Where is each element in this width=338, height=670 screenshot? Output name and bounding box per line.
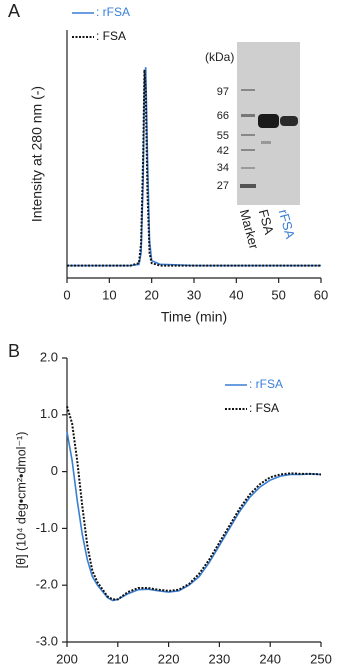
band (241, 149, 255, 151)
y-tick-label: 0 (51, 463, 58, 478)
y-tick-label: 1.0 (40, 406, 58, 421)
x-tick-label: 50 (271, 287, 285, 302)
lane-label: FSA (256, 208, 277, 237)
y-tick-label: -2.0 (36, 577, 58, 592)
y-axis-label: Intensity at 280 nm (-) (29, 86, 45, 222)
legend-label: : FSA (96, 29, 126, 43)
band (241, 89, 255, 91)
legend-label: : FSA (249, 401, 279, 415)
x-axis-label: Time (min) (161, 309, 227, 325)
series-line (66, 431, 322, 602)
marker-label: 27 (217, 180, 229, 192)
x-tick-label: 230 (209, 651, 231, 666)
series-line (67, 67, 321, 267)
series-line (67, 69, 321, 267)
x-tick-label: 210 (107, 651, 129, 666)
x-tick-label: 40 (229, 287, 243, 302)
lane-label: rFSA (276, 208, 298, 241)
x-tick-label: 250 (310, 651, 332, 666)
x-tick-label: 200 (56, 651, 78, 666)
series-line (66, 405, 322, 601)
gel-inset: (kDa) (205, 42, 300, 205)
band (280, 116, 298, 126)
marker-label: 97 (217, 86, 229, 98)
panel-label: A (8, 1, 20, 21)
marker-label: 42 (217, 145, 229, 157)
y-tick-label: -3.0 (36, 633, 58, 648)
y-tick-label: 2.0 (40, 349, 58, 364)
band (241, 167, 255, 169)
marker-label: 66 (217, 110, 229, 122)
unit-label: (kDa) (205, 50, 234, 64)
marker-label: 34 (217, 162, 229, 174)
y-tick-label: -1.0 (36, 520, 58, 535)
marker-label: 55 (217, 130, 229, 142)
x-tick-label: 20 (144, 287, 158, 302)
band (241, 114, 255, 117)
x-tick-label: 220 (158, 651, 180, 666)
legend-label: : rFSA (249, 377, 283, 391)
x-tick-label: 240 (259, 651, 281, 666)
legend-label: : rFSA (96, 5, 130, 19)
band (258, 114, 279, 128)
panel-label: B (8, 341, 20, 361)
x-tick-label: 0 (63, 287, 70, 302)
band (261, 141, 271, 144)
band (241, 134, 255, 136)
band (240, 184, 256, 188)
x-tick-label: 60 (314, 287, 328, 302)
x-tick-label: 30 (187, 287, 201, 302)
x-tick-label: 10 (102, 287, 116, 302)
y-axis-label: [θ] (10⁴ deg•cm²•dmol⁻¹) (14, 432, 28, 569)
